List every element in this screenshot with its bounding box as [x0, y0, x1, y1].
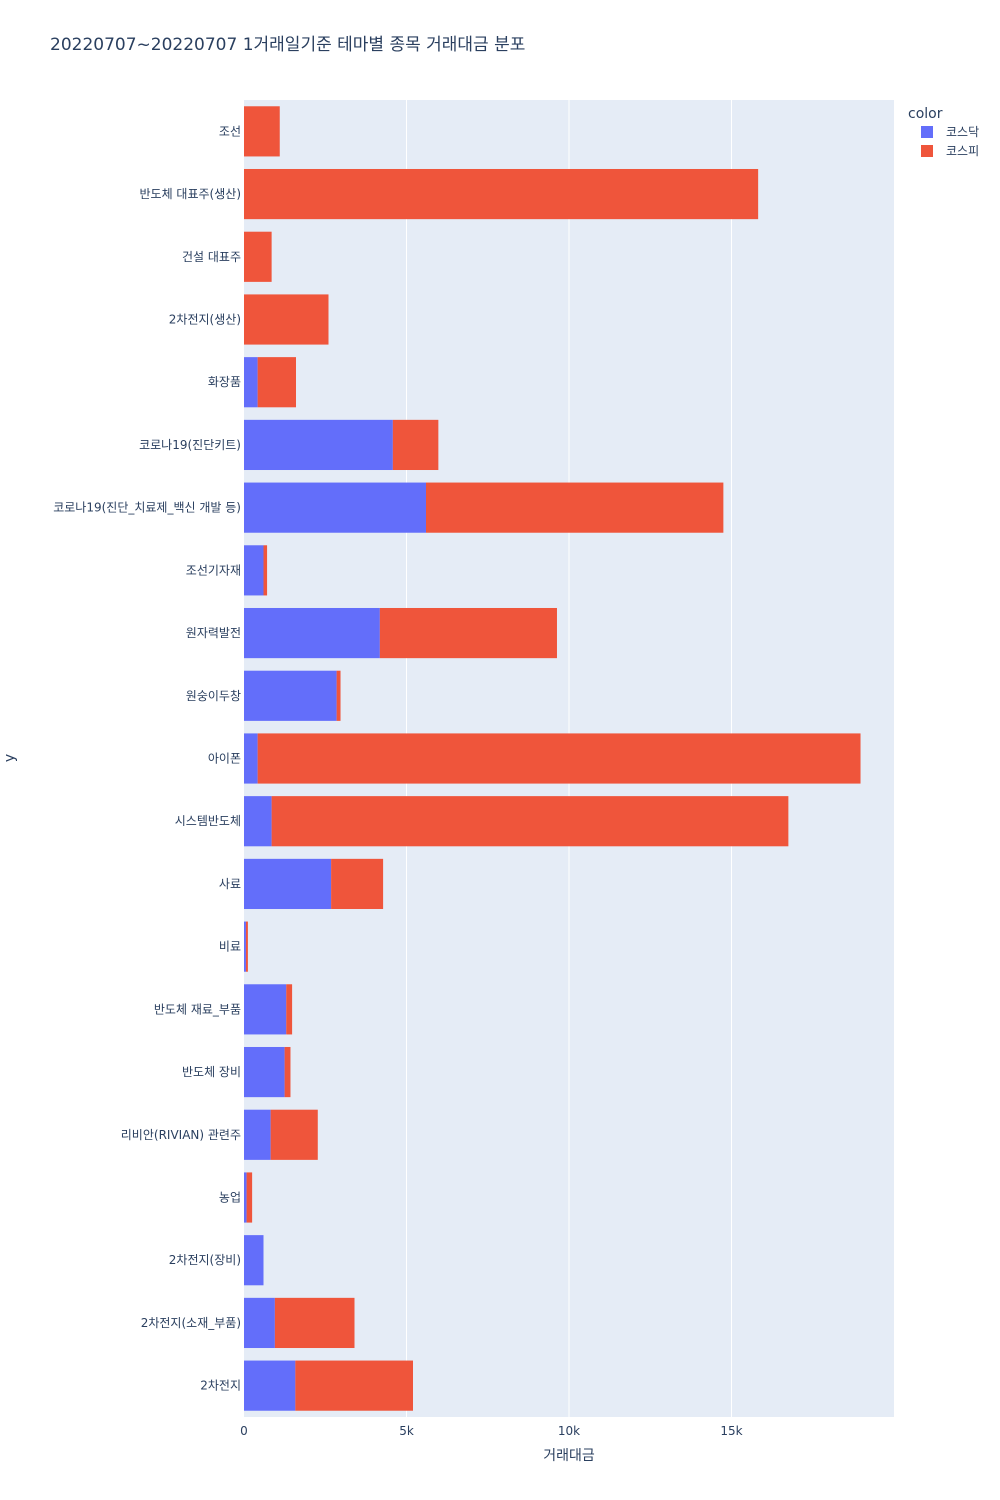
bar-kosdaq[interactable] — [244, 1172, 247, 1223]
legend-label: 코스닥 — [946, 125, 979, 139]
y-tick-label: 조선 — [219, 124, 241, 138]
bar-kosdaq[interactable] — [244, 1109, 271, 1160]
bar-kospi[interactable] — [244, 106, 280, 157]
bar-kosdaq[interactable] — [244, 670, 337, 721]
bar-kospi[interactable] — [245, 921, 248, 972]
bar-kosdaq[interactable] — [244, 419, 393, 471]
bar-kosdaq[interactable] — [244, 796, 272, 847]
bar-kospi[interactable] — [270, 1109, 318, 1160]
bar-kospi[interactable] — [257, 733, 861, 784]
x-axis-title: 거래대금 — [543, 1448, 595, 1464]
x-tick-label: 5k — [399, 1424, 414, 1438]
bar-kosdaq[interactable] — [244, 357, 258, 408]
y-tick-label: 2차전지 — [200, 1379, 241, 1393]
bars — [244, 106, 861, 1411]
legend-title: color — [908, 106, 943, 122]
y-tick-label: 코로나19(진단키트) — [139, 438, 241, 452]
y-tick-label: 조선기자재 — [186, 563, 241, 577]
bar-kospi[interactable] — [331, 858, 384, 910]
bar-kosdaq[interactable] — [244, 545, 264, 596]
legend-swatch — [921, 145, 933, 157]
legend-swatch — [921, 126, 933, 138]
y-tick-label: 아이폰 — [208, 752, 241, 766]
bar-kospi[interactable] — [271, 796, 789, 847]
y-tick-label: 코로나19(진단_치료제_백신 개발 등) — [53, 501, 241, 515]
y-axis-title: y — [2, 754, 18, 762]
bar-kospi[interactable] — [392, 419, 439, 471]
bar-kospi[interactable] — [295, 1360, 413, 1411]
x-tick-label: 15k — [720, 1424, 742, 1438]
y-tick-label: 시스템반도체 — [175, 814, 241, 828]
bar-kosdaq[interactable] — [244, 858, 332, 910]
bar-kosdaq[interactable] — [244, 607, 380, 659]
y-tick-label: 사료 — [219, 877, 241, 891]
bar-kosdaq[interactable] — [244, 1235, 264, 1286]
bar-kospi[interactable] — [336, 670, 341, 721]
bar-kospi[interactable] — [246, 1172, 253, 1223]
y-tick-label: 반도체 대표주(생산) — [140, 187, 242, 201]
y-tick-label: 2차전지(장비) — [169, 1253, 241, 1267]
bar-kosdaq[interactable] — [244, 733, 258, 784]
bar-kospi[interactable] — [284, 1046, 291, 1098]
y-tick-label: 농업 — [219, 1191, 241, 1205]
bar-kospi[interactable] — [379, 607, 557, 659]
y-tick-label: 반도체 재료_부품 — [154, 1002, 241, 1016]
x-tick-label: 0 — [240, 1424, 248, 1438]
y-tick-label: 반도체 장비 — [182, 1065, 241, 1079]
bar-kospi[interactable] — [244, 168, 759, 220]
bar-kosdaq[interactable] — [244, 482, 426, 533]
y-tick-label: 리비안(RIVIAN) 관련주 — [121, 1128, 241, 1142]
x-tick-label: 10k — [558, 1424, 580, 1438]
bar-kosdaq[interactable] — [244, 1046, 285, 1098]
y-tick-label: 건설 대표주 — [182, 250, 241, 264]
bar-kosdaq[interactable] — [244, 921, 246, 972]
y-tick-label: 2차전지(소재_부품) — [141, 1316, 241, 1330]
bar-kospi[interactable] — [257, 357, 296, 408]
bar-kospi[interactable] — [274, 1297, 355, 1349]
bar-kospi[interactable] — [426, 482, 724, 533]
bar-kosdaq[interactable] — [244, 984, 287, 1035]
x-axis-tick-labels: 0 5k 10k 15k — [240, 1424, 742, 1438]
bar-kospi[interactable] — [286, 984, 293, 1035]
bar-kosdaq[interactable] — [244, 1297, 275, 1349]
y-tick-label: 원자력발전 — [186, 626, 241, 640]
y-tick-label: 원숭이두창 — [186, 689, 241, 703]
bar-kospi[interactable] — [263, 545, 268, 596]
bar-kospi[interactable] — [244, 231, 272, 282]
chart-title: 20220707~20220707 1거래일기준 테마별 종목 거래대금 분포 — [50, 35, 525, 55]
y-tick-label: 비료 — [219, 940, 241, 954]
y-tick-label: 화장품 — [208, 375, 241, 389]
bar-kospi[interactable] — [244, 294, 329, 345]
legend-item[interactable]: 코스피 — [921, 144, 979, 158]
legend-label: 코스피 — [946, 144, 979, 158]
y-tick-label: 2차전지(생산) — [169, 313, 241, 327]
legend-item[interactable]: 코스닥 — [921, 125, 979, 139]
bar-kosdaq[interactable] — [244, 1360, 296, 1411]
